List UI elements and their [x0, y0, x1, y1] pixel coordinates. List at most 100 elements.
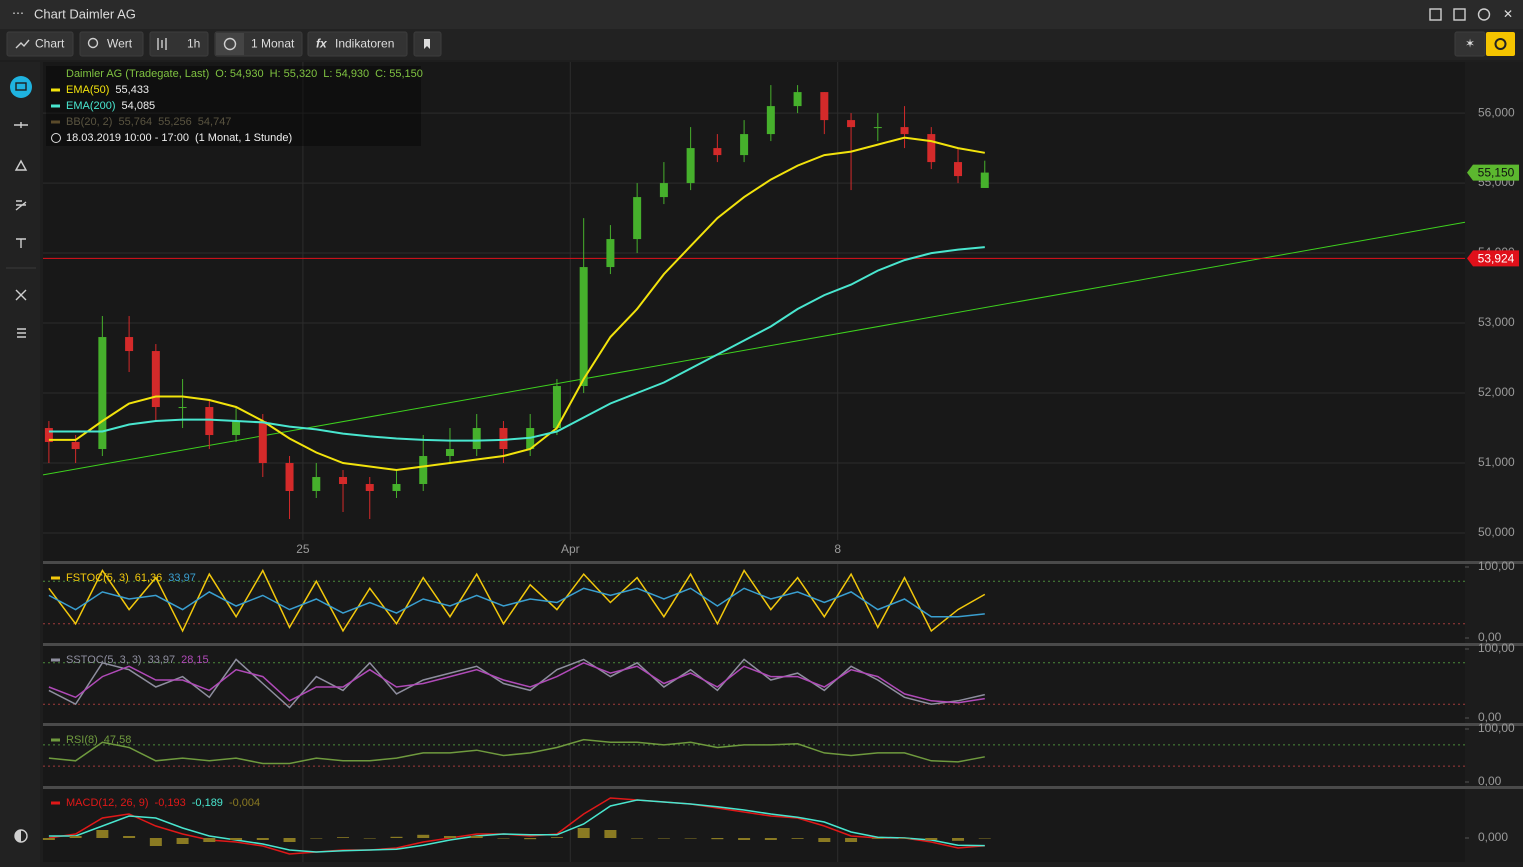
fx-icon: fx: [316, 37, 328, 51]
interval-button[interactable]: [149, 31, 209, 57]
legend-readout: 47,58: [104, 734, 132, 746]
window-title: Chart Daimler AG: [34, 6, 136, 21]
record-button[interactable]: [1477, 8, 1491, 21]
candle-body: [445, 449, 454, 457]
button-label: Chart: [35, 37, 65, 51]
histogram-bar: [123, 836, 136, 838]
candle-body: [71, 442, 80, 450]
histogram-bar: [818, 838, 831, 842]
candle-body: [766, 106, 775, 135]
candle-body: [258, 421, 267, 464]
candle-body: [312, 477, 321, 492]
series-line: [48, 658, 985, 709]
candle-body: [98, 337, 107, 450]
menu-dots[interactable]: ⋯: [12, 6, 24, 20]
histogram-bar: [230, 838, 243, 840]
indicators-button[interactable]: [307, 31, 408, 57]
histogram-bar: [604, 830, 617, 838]
candle-body: [740, 134, 749, 156]
histogram-bar: [631, 838, 644, 839]
histogram-bar: [203, 838, 216, 842]
histogram-bar: [845, 838, 858, 842]
legend-marker: [51, 576, 60, 580]
x-tick-label: 25: [296, 542, 310, 556]
line-tool[interactable]: [14, 122, 28, 128]
histogram-bar: [978, 838, 991, 839]
candle-body: [927, 134, 936, 163]
legend-readout: 28,15: [181, 654, 209, 666]
histogram-bar: [256, 838, 269, 840]
histogram-bar: [363, 838, 376, 839]
legend-readout: -0,193: [155, 797, 186, 809]
candle-body: [552, 386, 561, 429]
candle-body: [472, 428, 481, 450]
ohlc-value: C: 55,150: [375, 68, 423, 80]
legend-row: EMA(200) 54,085: [66, 100, 155, 112]
histogram-bar: [577, 828, 590, 838]
histogram-bar: [764, 838, 777, 840]
button-label: Indikatoren: [335, 37, 394, 51]
histogram-bar: [684, 838, 697, 839]
candle-body: [365, 484, 374, 492]
y-tick-label: 56,000: [1478, 105, 1515, 119]
histogram-bar: [390, 836, 403, 838]
legend-marker: [51, 658, 60, 662]
detach-button[interactable]: [1453, 8, 1466, 21]
candle-body: [151, 351, 160, 408]
legend-row: FSTOC(5, 3) 61,36 33,97: [66, 572, 196, 584]
legend-readout: 54,085: [122, 100, 156, 112]
histogram-bar: [550, 837, 563, 838]
button-label: 1h: [187, 37, 200, 51]
sparkle-icon: ✶: [1465, 37, 1475, 51]
candle-body: [847, 120, 856, 128]
sidebar: [0, 62, 40, 867]
histogram-bar: [738, 838, 751, 840]
wert-button[interactable]: [79, 31, 144, 57]
crosshair-button[interactable]: [1454, 31, 1486, 57]
series-line: [48, 799, 985, 853]
close-button[interactable]: ✕: [1503, 7, 1513, 21]
y-tick-label: 100,00: [1478, 641, 1515, 655]
text-tool[interactable]: [16, 238, 26, 248]
tools-tool[interactable]: [15, 289, 27, 301]
theme-half: [15, 830, 21, 842]
y-tick-label: 100,00: [1478, 559, 1515, 573]
candle-body: [419, 456, 428, 485]
y-tick-label: 52,000: [1478, 385, 1515, 399]
fullscreen-button[interactable]: [1429, 8, 1442, 21]
settings-button[interactable]: [1486, 32, 1515, 56]
legend-title: FSTOC(5, 3): [66, 572, 129, 584]
candle-body: [178, 407, 187, 409]
legend-readout: 55,764: [118, 116, 152, 128]
candle-body: [633, 197, 642, 240]
legend-title: MACD(12, 26, 9): [66, 797, 149, 809]
legend-title: Daimler AG (Tradegate, Last): [66, 68, 209, 80]
list-tool[interactable]: [17, 328, 26, 338]
title-bar: [0, 0, 1523, 29]
tool-active[interactable]: [10, 76, 32, 98]
candle-body: [980, 172, 989, 188]
histogram-bar: [711, 838, 724, 840]
y-tick-label: 53,000: [1478, 315, 1515, 329]
candle-body: [285, 463, 294, 492]
shape-tool[interactable]: [14, 159, 28, 171]
series-line: [48, 661, 985, 704]
candle-body: [954, 162, 963, 177]
ohlc-value: L: 54,930: [323, 68, 369, 80]
clock-cell: [216, 33, 244, 55]
x-tick-label: 8: [834, 542, 841, 556]
fib-tool[interactable]: [15, 200, 27, 211]
chart-button[interactable]: [6, 31, 74, 57]
series-line: [48, 568, 986, 633]
histogram-bar: [497, 838, 510, 839]
clock-icon: [223, 37, 237, 51]
histogram-bar: [69, 836, 82, 838]
gear-icon: [1494, 38, 1507, 50]
series-line: [48, 136, 985, 472]
histogram-bar: [470, 836, 483, 838]
legend-title: SSTOC(5, 3, 3): [66, 654, 142, 666]
search-icon: [87, 37, 99, 49]
candle-body: [900, 127, 909, 135]
series-line: [48, 246, 985, 442]
